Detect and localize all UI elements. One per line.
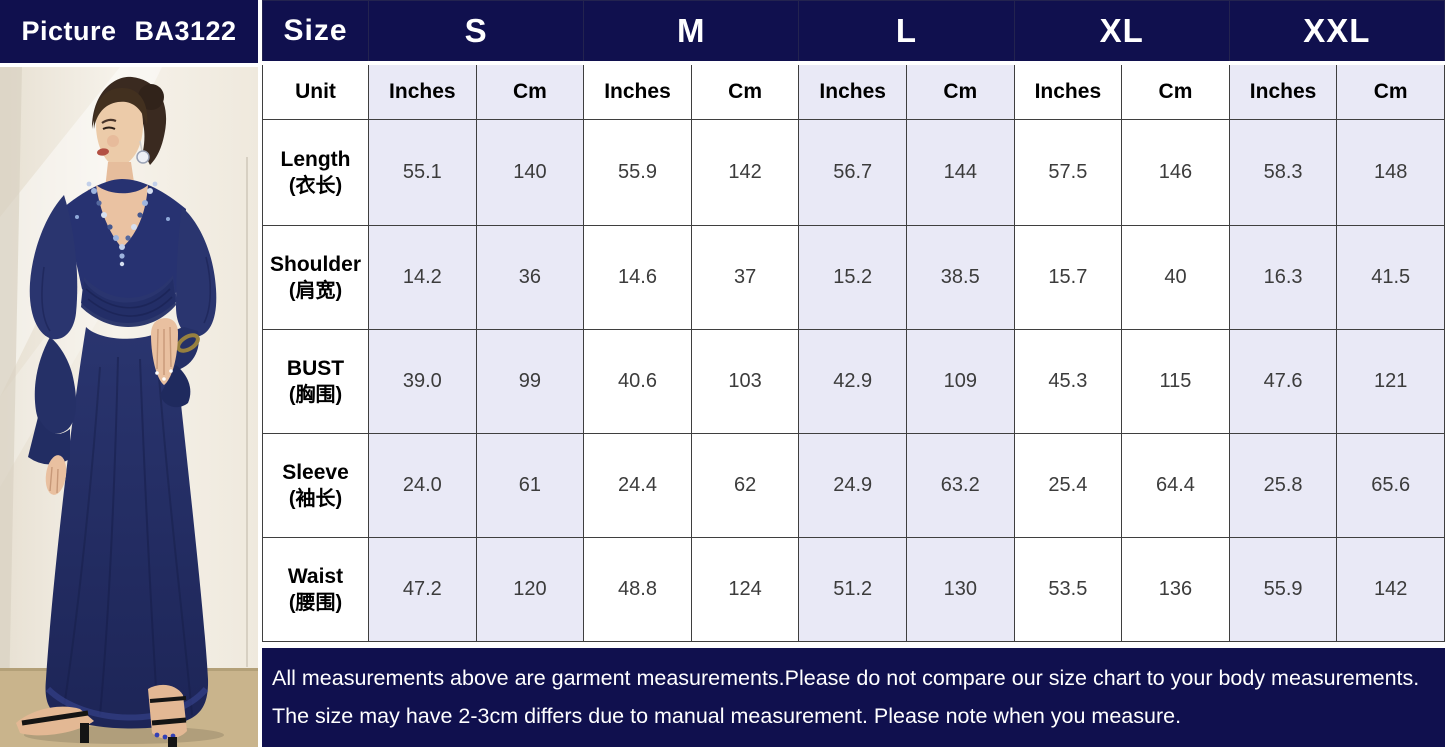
product-code: BA3122 [134, 16, 237, 46]
picture-column: Picture BA3122 [0, 0, 258, 747]
value-cell: 121 [1336, 329, 1445, 434]
inches-header: Inches [583, 62, 692, 120]
value-cell: 15.2 [798, 225, 907, 330]
value-cell: 40.6 [583, 329, 692, 434]
value-cell: 36 [475, 225, 585, 330]
value-cell: 37 [690, 225, 800, 330]
row-label-length: Length (衣长) [262, 119, 369, 226]
dress-waist-wrap [81, 275, 177, 328]
value-cell: 120 [475, 537, 585, 642]
value-cell: 65.6 [1336, 433, 1445, 538]
value-cell: 16.3 [1228, 225, 1338, 330]
bracelet-icon [176, 333, 200, 353]
value-cell: 47.6 [1228, 329, 1338, 434]
row-length: Length (衣长) 55.1 140 55.9 142 56.7 144 5… [262, 119, 1445, 226]
table-column: Size S M L XL XXL Unit Inches Cm Inches … [262, 0, 1445, 747]
value-cell: 14.6 [583, 225, 692, 330]
product-photo [0, 67, 258, 747]
row-bust: BUST (胸围) 39.0 99 40.6 103 42.9 109 45.3… [262, 329, 1445, 434]
value-cell: 136 [1121, 537, 1230, 642]
value-cell: 38.5 [905, 225, 1015, 330]
cm-header: Cm [475, 62, 585, 120]
value-cell: 57.5 [1013, 119, 1123, 226]
inches-header: Inches [368, 62, 477, 120]
size-col-xxl: XXL [1228, 0, 1445, 65]
value-cell: 130 [905, 537, 1015, 642]
value-cell: 53.5 [1013, 537, 1123, 642]
value-cell: 42.9 [798, 329, 907, 434]
unit-header-row: Unit Inches Cm Inches Cm Inches Cm Inche… [262, 62, 1445, 120]
earring-icon [139, 140, 143, 152]
value-cell: 24.9 [798, 433, 907, 538]
value-cell: 103 [690, 329, 800, 434]
row-shoulder: Shoulder (肩宽) 14.2 36 14.6 37 15.2 38.5 … [262, 225, 1445, 330]
value-cell: 15.7 [1013, 225, 1123, 330]
value-cell: 56.7 [798, 119, 907, 226]
value-cell: 144 [905, 119, 1015, 226]
model-figure [16, 76, 217, 747]
row-label-bust: BUST (胸围) [262, 329, 369, 434]
left-sleeve [28, 195, 78, 465]
value-cell: 25.8 [1228, 433, 1338, 538]
value-cell: 45.3 [1013, 329, 1123, 434]
value-cell: 115 [1121, 329, 1230, 434]
value-cell: 51.2 [798, 537, 907, 642]
value-cell: 25.4 [1013, 433, 1123, 538]
value-cell: 140 [475, 119, 585, 226]
value-cell: 41.5 [1336, 225, 1445, 330]
picture-header: Picture BA3122 [0, 0, 258, 67]
value-cell: 63.2 [905, 433, 1015, 538]
row-waist: Waist (腰围) 47.2 120 48.8 124 51.2 130 53… [262, 537, 1445, 642]
row-sleeve: Sleeve (袖长) 24.0 61 24.4 62 24.9 63.2 25… [262, 433, 1445, 538]
size-col-s: S [367, 0, 585, 65]
dress-skirt [45, 325, 209, 729]
value-cell: 40 [1121, 225, 1230, 330]
row-label-sleeve: Sleeve (袖长) [262, 433, 369, 538]
model-face [96, 94, 143, 167]
inches-header: Inches [1228, 62, 1338, 120]
value-cell: 61 [475, 433, 585, 538]
value-cell: 55.9 [1228, 537, 1338, 642]
value-cell: 124 [690, 537, 800, 642]
value-cell: 58.3 [1228, 119, 1338, 226]
value-cell: 99 [475, 329, 585, 434]
row-label-waist: Waist (腰围) [262, 537, 369, 642]
note-line-2: The size may have 2-3cm differs due to m… [272, 704, 1182, 729]
note-line-1: All measurements above are garment measu… [272, 665, 1420, 690]
value-cell: 24.4 [583, 433, 692, 538]
value-cell: 62 [690, 433, 800, 538]
size-col-xl: XL [1013, 0, 1230, 65]
size-header-cell: Size [262, 0, 369, 65]
value-cell: 146 [1121, 119, 1230, 226]
value-cell: 24.0 [368, 433, 477, 538]
value-cell: 64.4 [1121, 433, 1230, 538]
value-cell: 142 [1336, 537, 1445, 642]
value-cell: 109 [905, 329, 1015, 434]
value-cell: 55.1 [368, 119, 477, 226]
size-col-l: L [798, 0, 1015, 65]
size-col-m: M [583, 0, 800, 65]
sandals [16, 684, 187, 747]
inches-header: Inches [798, 62, 907, 120]
value-cell: 55.9 [583, 119, 692, 226]
neckline-embellishment [75, 181, 170, 267]
cm-header: Cm [1336, 62, 1445, 120]
size-header-row: Size S M L XL XXL [262, 0, 1445, 65]
cm-header: Cm [905, 62, 1015, 120]
inches-header: Inches [1013, 62, 1123, 120]
value-cell: 142 [690, 119, 800, 226]
cm-header: Cm [690, 62, 800, 120]
value-cell: 14.2 [368, 225, 477, 330]
value-cell: 148 [1336, 119, 1445, 226]
row-label-shoulder: Shoulder (肩宽) [262, 225, 369, 330]
value-cell: 47.2 [368, 537, 477, 642]
value-cell: 48.8 [583, 537, 692, 642]
unit-header-cell: Unit [262, 62, 369, 120]
picture-label: Picture [21, 16, 117, 46]
measurement-notes: All measurements above are garment measu… [262, 648, 1445, 747]
size-chart-table: Size S M L XL XXL Unit Inches Cm Inches … [262, 0, 1445, 642]
value-cell: 39.0 [368, 329, 477, 434]
cm-header: Cm [1121, 62, 1230, 120]
